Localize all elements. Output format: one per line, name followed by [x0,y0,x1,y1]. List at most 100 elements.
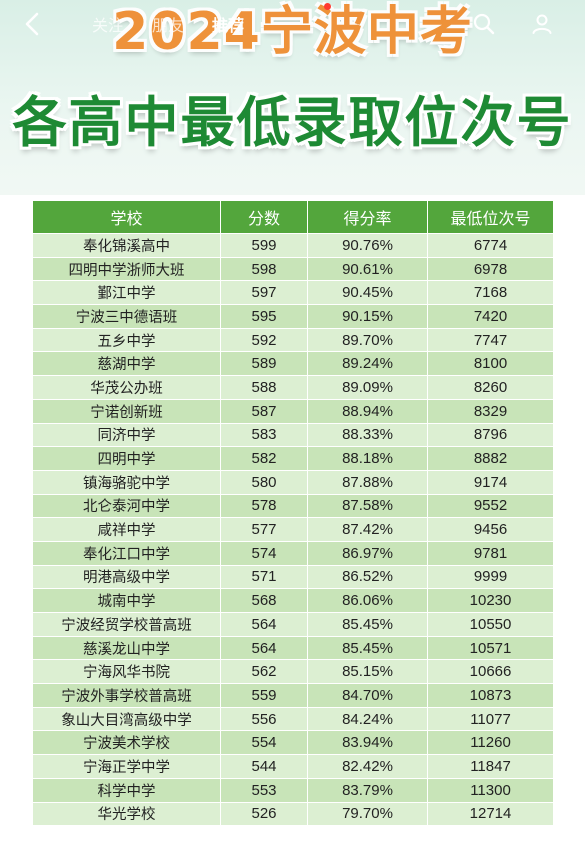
header-score-rate: 得分率 [307,200,428,234]
table-row: 五乡中学 592 89.70% 7747 [32,327,554,353]
score-cell: 544 [220,754,308,779]
score-rate-cell: 88.94% [307,398,428,424]
table-row: 宁海正学中学 544 82.42% 11847 [32,754,554,779]
school-name-cell: 象山大目湾高级中学 [32,706,221,732]
school-name-cell: 宁海正学中学 [32,754,221,779]
min-rank-cell: 7420 [427,304,554,329]
score-rate-cell: 88.18% [307,446,428,471]
profile-button[interactable] [528,10,556,38]
back-button[interactable] [16,8,48,40]
table-row: 同济中学 583 88.33% 8796 [32,422,554,448]
score-cell: 564 [220,612,308,637]
table-row: 宁诺创新班 587 88.94% 8329 [32,398,554,424]
score-cell: 574 [220,540,308,566]
school-name-cell: 华茂公办班 [32,375,221,400]
score-cell: 597 [220,280,308,306]
min-rank-cell: 10666 [427,659,554,685]
table-body: 奉化锦溪高中 599 90.76% 6774 四明中学浙师大班 598 90.61% 6978… [32,233,554,827]
score-rate-cell: 90.15% [307,304,428,329]
score-rate-cell: 87.58% [307,493,428,519]
score-cell: 571 [220,564,308,590]
score-cell: 553 [220,777,308,803]
table-row: 华光学校 526 79.70% 12714 [32,801,554,827]
score-rate-cell: 89.09% [307,375,428,400]
top-navbar: 关注 朋友 推荐 [0,0,585,48]
score-cell: 564 [220,635,308,661]
score-cell: 599 [220,233,308,258]
score-cell: 589 [220,351,308,377]
school-name-cell: 科学中学 [32,777,221,803]
table-row: 华茂公办班 588 89.09% 8260 [32,375,554,400]
score-rate-cell: 90.45% [307,280,428,306]
score-cell: 577 [220,517,308,542]
school-name-cell: 镇海骆驼中学 [32,469,221,495]
min-rank-cell: 8100 [427,351,554,377]
header-min-rank: 最低位次号 [427,200,554,234]
score-rate-cell: 85.45% [307,612,428,637]
min-rank-cell: 8329 [427,398,554,424]
score-rate-cell: 89.24% [307,351,428,377]
school-name-cell: 宁波美术学校 [32,730,221,756]
search-button[interactable] [470,10,498,38]
score-rate-cell: 86.06% [307,588,428,613]
score-rate-cell: 86.97% [307,540,428,566]
score-rate-cell: 90.76% [307,233,428,258]
school-name-cell: 五乡中学 [32,327,221,353]
user-icon [532,14,552,34]
table-row: 北仑泰河中学 578 87.58% 9552 [32,493,554,519]
school-name-cell: 宁海风华书院 [32,659,221,685]
table-row: 象山大目湾高级中学 556 84.24% 11077 [32,706,554,732]
tab-friends[interactable]: 朋友 [152,16,185,35]
table-row: 鄞江中学 597 90.45% 7168 [32,280,554,306]
min-rank-cell: 10873 [427,683,554,708]
score-cell: 526 [220,801,308,827]
school-name-cell: 四明中学 [32,446,221,471]
min-rank-cell: 9174 [427,469,554,495]
school-name-cell: 奉化锦溪高中 [32,233,221,258]
min-rank-cell: 11077 [427,706,554,732]
min-rank-cell: 10230 [427,588,554,613]
tab-recommended[interactable]: 推荐 [212,16,245,35]
min-rank-cell: 9999 [427,564,554,590]
score-rate-cell: 83.94% [307,730,428,756]
min-rank-cell: 7747 [427,327,554,353]
table-row: 城南中学 568 86.06% 10230 [32,588,554,613]
score-cell: 578 [220,493,308,519]
banner-title-line-1: 2024宁波中考 [112,2,473,62]
notification-dot [324,3,331,10]
score-cell: 588 [220,375,308,400]
min-rank-cell: 11847 [427,754,554,779]
score-cell: 554 [220,730,308,756]
score-rate-cell: 90.61% [307,256,428,282]
school-name-cell: 咸祥中学 [32,517,221,542]
table-row: 奉化锦溪高中 599 90.76% 6774 [32,233,554,258]
table-row: 宁海风华书院 562 85.15% 10666 [32,659,554,685]
min-rank-cell: 7168 [427,280,554,306]
min-rank-cell: 6774 [427,233,554,258]
table-row: 慈溪龙山中学 564 85.45% 10571 [32,635,554,661]
table-row: 宁波三中德语班 595 90.15% 7420 [32,304,554,329]
table-row: 宁波美术学校 554 83.94% 11260 [32,730,554,756]
score-rate-cell: 86.52% [307,564,428,590]
school-name-cell: 慈溪龙山中学 [32,635,221,661]
score-rate-cell: 85.15% [307,659,428,685]
table-row: 慈湖中学 589 89.24% 8100 [32,351,554,377]
score-rate-cell: 84.24% [307,706,428,732]
score-rate-cell: 87.88% [307,469,428,495]
score-cell: 556 [220,706,308,732]
min-rank-cell: 8796 [427,422,554,448]
table-row: 奉化江口中学 574 86.97% 9781 [32,540,554,566]
title-banner: 2024宁波中考 各高中最低录取位次号 关注 朋友 推荐 [0,0,585,195]
score-rate-cell: 83.79% [307,777,428,803]
tab-following[interactable]: 关注 [92,16,125,35]
school-name-cell: 华光学校 [32,801,221,827]
school-name-cell: 同济中学 [32,422,221,448]
min-rank-cell: 9781 [427,540,554,566]
score-cell: 595 [220,304,308,329]
table-row: 镇海骆驼中学 580 87.88% 9174 [32,469,554,495]
school-name-cell: 慈湖中学 [32,351,221,377]
table-row: 四明中学 582 88.18% 8882 [32,446,554,471]
school-name-cell: 四明中学浙师大班 [32,256,221,282]
chevron-left-icon [25,12,39,36]
score-cell: 592 [220,327,308,353]
